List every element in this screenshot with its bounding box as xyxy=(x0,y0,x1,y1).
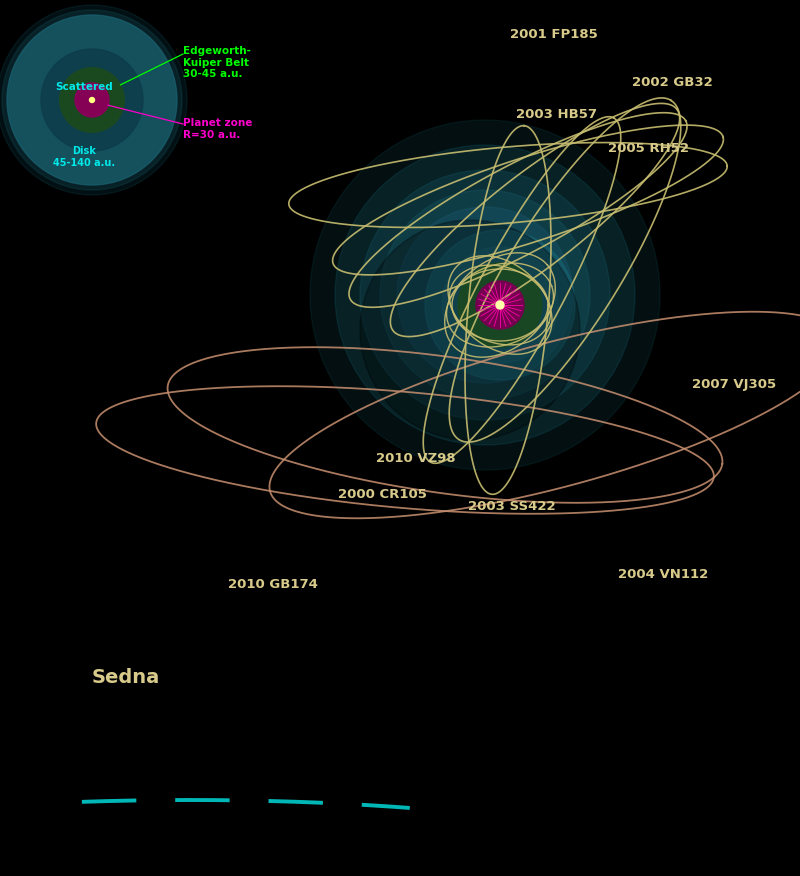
Text: 2002 GB32: 2002 GB32 xyxy=(632,76,713,89)
Circle shape xyxy=(335,145,635,445)
Text: 2003 SS422: 2003 SS422 xyxy=(468,500,556,513)
Circle shape xyxy=(360,220,580,440)
Text: 2000 CR105: 2000 CR105 xyxy=(338,488,427,501)
Circle shape xyxy=(41,49,143,151)
Text: 2003 HB57: 2003 HB57 xyxy=(516,108,597,121)
Text: 2010 VZ98: 2010 VZ98 xyxy=(376,452,456,465)
Text: 2005 RH52: 2005 RH52 xyxy=(608,142,689,155)
Circle shape xyxy=(2,10,182,190)
Circle shape xyxy=(496,301,504,309)
Text: Scattered: Scattered xyxy=(55,82,113,92)
Text: Planet zone
R=30 a.u.: Planet zone R=30 a.u. xyxy=(183,118,252,139)
Circle shape xyxy=(90,97,94,102)
Circle shape xyxy=(7,15,177,185)
Circle shape xyxy=(442,247,558,363)
Circle shape xyxy=(458,263,542,347)
Circle shape xyxy=(425,230,575,380)
Circle shape xyxy=(476,281,524,329)
Text: Disk
45-140 a.u.: Disk 45-140 a.u. xyxy=(53,146,115,167)
Text: 2004 VN112: 2004 VN112 xyxy=(618,568,708,581)
Circle shape xyxy=(0,5,187,195)
Text: 2010 GB174: 2010 GB174 xyxy=(228,578,318,591)
Text: 2001 FP185: 2001 FP185 xyxy=(510,28,598,41)
Circle shape xyxy=(360,170,610,420)
Circle shape xyxy=(397,207,573,383)
Circle shape xyxy=(75,83,109,117)
Circle shape xyxy=(60,67,124,132)
Text: Edgeworth-
Kuiper Belt
30-45 a.u.: Edgeworth- Kuiper Belt 30-45 a.u. xyxy=(183,46,251,79)
Text: 2007 VJ305: 2007 VJ305 xyxy=(692,378,776,391)
Text: Sedna: Sedna xyxy=(92,668,160,687)
Circle shape xyxy=(380,190,590,400)
Circle shape xyxy=(310,120,660,470)
